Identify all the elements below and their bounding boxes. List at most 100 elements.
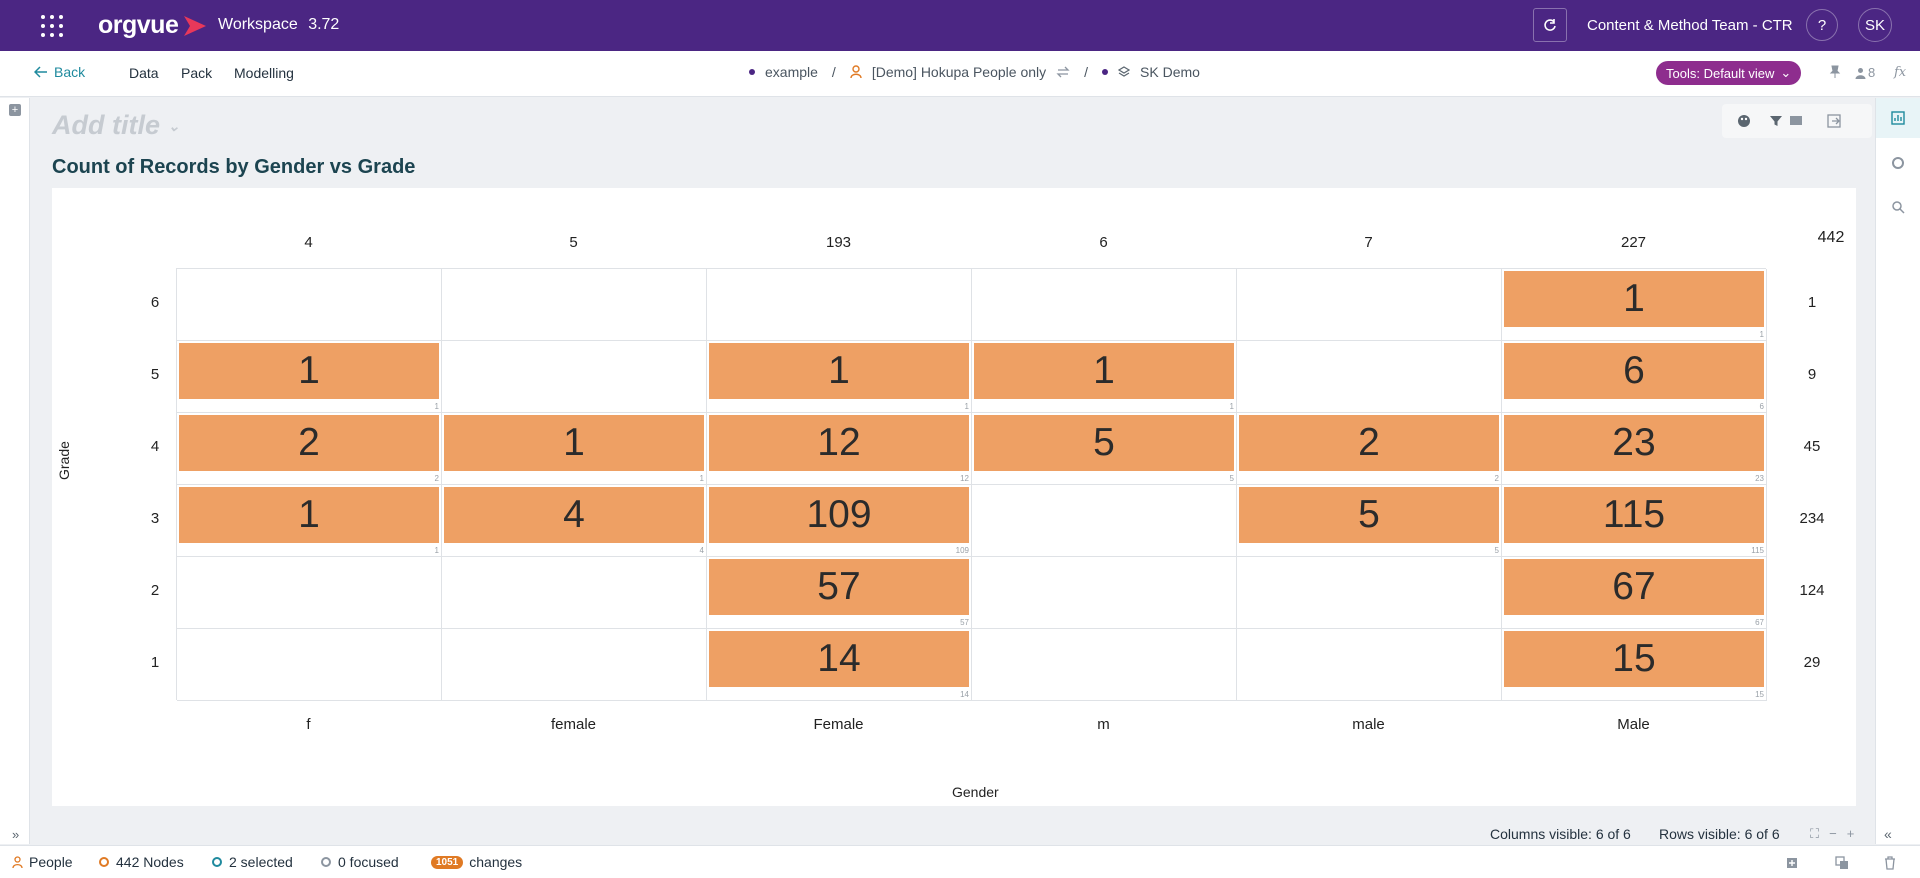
breadcrumb-view[interactable]: SK Demo [1140,64,1200,80]
cell-bar[interactable]: 1 [179,343,439,399]
pin-icon[interactable] [1829,65,1841,79]
cell-bar[interactable]: 5 [974,415,1234,471]
heatmap-cell[interactable] [177,557,442,629]
heatmap-cell[interactable]: 14 14 [707,629,972,701]
trash-icon[interactable] [1883,856,1897,870]
cell-bar[interactable]: 67 [1504,559,1764,615]
heatmap-cell[interactable]: 23 23 [1502,413,1767,485]
cell-bar[interactable]: 23 [1504,415,1764,471]
zoom-out-icon[interactable]: − [1829,826,1837,841]
status-changes[interactable]: 1051 changes [431,854,522,870]
tools-dropdown[interactable]: Tools: Default view ⌄ [1656,61,1802,85]
cell-bar[interactable]: 5 [1239,487,1499,543]
palette-icon[interactable] [1736,113,1752,129]
copy-icon[interactable] [1835,856,1849,870]
heatmap-cell[interactable] [177,629,442,701]
zoom-in-icon[interactable]: + [1846,826,1855,841]
breadcrumb-tenant[interactable]: example [765,64,818,80]
chart-panel-icon[interactable] [1888,108,1908,128]
heatmap-cell[interactable] [442,269,707,341]
heatmap-cell[interactable] [972,269,1237,341]
cell-bar[interactable]: 15 [1504,631,1764,687]
cell-bar[interactable]: 1 [709,343,969,399]
cell-bar[interactable]: 2 [1239,415,1499,471]
cell-bar[interactable]: 2 [179,415,439,471]
cell-bar[interactable]: 1 [974,343,1234,399]
heatmap-cell[interactable] [972,485,1237,557]
export-icon[interactable] [1826,113,1842,129]
nav-pack[interactable]: Pack [181,65,213,81]
cell-bar[interactable]: 14 [709,631,969,687]
back-button[interactable]: Back [34,64,85,80]
add-node-icon[interactable] [1785,856,1799,870]
heatmap-cell[interactable]: 115 115 [1502,485,1767,557]
status-focused[interactable]: 0 focused [320,854,399,870]
column-total: 193 [825,234,852,251]
cell-bar[interactable]: 12 [709,415,969,471]
person-icon [12,855,23,868]
refresh-button[interactable] [1533,8,1567,42]
breadcrumb-dataset[interactable]: [Demo] Hokupa People only [871,64,1047,80]
heatmap-cell[interactable]: 57 57 [707,557,972,629]
heatmap-cell[interactable]: 109 109 [707,485,972,557]
people-count[interactable]: 8 [1855,65,1875,80]
heatmap-cell[interactable] [1237,341,1502,413]
chevron-down-icon[interactable]: ⌄ [168,118,180,135]
heatmap-cell[interactable] [972,629,1237,701]
heatmap-cell[interactable] [707,269,972,341]
cell-bar[interactable]: 1 [1504,271,1764,327]
heatmap-cell[interactable] [177,269,442,341]
formula-icon[interactable]: fx [1894,65,1907,80]
cell-bar[interactable]: 57 [709,559,969,615]
add-title-field[interactable]: Add title ⌄ [52,110,180,141]
cell-bar[interactable]: 1 [444,415,704,471]
heatmap-cell[interactable]: 67 67 [1502,557,1767,629]
heatmap-cell[interactable] [442,629,707,701]
filter-icon[interactable] [1768,113,1784,129]
status-selected[interactable]: 2 selected [211,854,293,870]
status-nodes[interactable]: 442 Nodes [98,854,184,870]
heatmap-cell[interactable] [1237,629,1502,701]
heatmap-cell[interactable] [1237,557,1502,629]
add-icon[interactable]: + [9,104,21,116]
cell-bar[interactable]: 115 [1504,487,1764,543]
heatmap-cell[interactable] [972,557,1237,629]
swap-icon[interactable] [1056,66,1070,78]
cell-bar[interactable]: 6 [1504,343,1764,399]
user-avatar[interactable]: SK [1858,8,1892,42]
cell-bar[interactable]: 1 [179,487,439,543]
search-icon[interactable] [1888,197,1908,217]
collapse-panel-icon[interactable]: « [1884,826,1892,842]
help-button[interactable]: ? [1806,9,1838,41]
heatmap-cell[interactable] [442,557,707,629]
heatmap-cell[interactable] [1237,269,1502,341]
column-label: m [1097,716,1110,733]
app-launcher-icon[interactable] [41,15,65,37]
comment-icon[interactable] [1788,113,1804,129]
heatmap-cell[interactable]: 12 12 [707,413,972,485]
team-name[interactable]: Content & Method Team - CTR [1587,17,1793,34]
cell-bar[interactable]: 109 [709,487,969,543]
nav-modelling[interactable]: Modelling [234,65,294,81]
cell-bar[interactable]: 4 [444,487,704,543]
brand-logo[interactable]: orgvue [98,11,179,39]
status-dataset[interactable]: People [12,854,73,870]
fit-screen-icon[interactable]: ⛶ [1810,826,1820,841]
circle-settings-icon[interactable] [1888,153,1908,173]
heatmap-cell[interactable] [442,341,707,413]
heatmap-cell[interactable]: 15 15 [1502,629,1767,701]
nav-data[interactable]: Data [129,65,159,81]
expand-panel-icon[interactable]: » [12,827,20,842]
